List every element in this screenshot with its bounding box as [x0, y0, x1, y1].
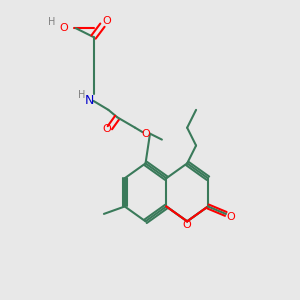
Text: O: O	[226, 212, 235, 222]
Text: O: O	[103, 124, 111, 134]
Text: N: N	[84, 94, 94, 107]
Text: O: O	[103, 16, 111, 26]
Text: O: O	[141, 129, 150, 139]
Text: H: H	[48, 17, 56, 27]
Text: O: O	[183, 220, 191, 230]
Text: O: O	[59, 23, 68, 33]
Text: H: H	[78, 90, 85, 100]
